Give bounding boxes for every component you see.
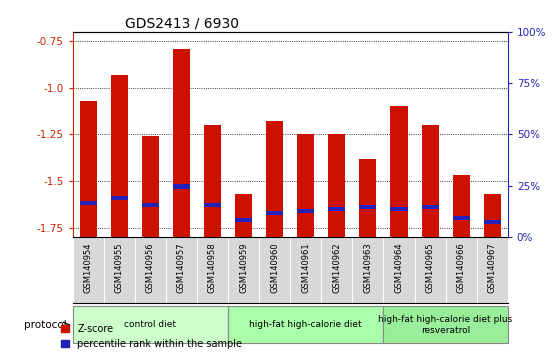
Bar [80, 201, 97, 205]
Bar [421, 125, 439, 237]
Bar [359, 205, 377, 209]
Text: control diet: control diet [124, 320, 176, 330]
Bar [142, 136, 159, 237]
Bar [142, 203, 159, 207]
Text: GSM140967: GSM140967 [488, 242, 497, 293]
Text: GSM140955: GSM140955 [115, 242, 124, 293]
Text: GSM140964: GSM140964 [395, 242, 403, 293]
Text: GDS2413 / 6930: GDS2413 / 6930 [125, 17, 239, 31]
FancyBboxPatch shape [73, 307, 228, 343]
Text: GSM140954: GSM140954 [84, 242, 93, 293]
Bar [484, 194, 501, 237]
Bar [359, 159, 377, 237]
Legend: Z-score, percentile rank within the sample: Z-score, percentile rank within the samp… [61, 324, 242, 349]
Text: GSM140959: GSM140959 [239, 242, 248, 293]
Bar [235, 194, 252, 237]
Bar [266, 121, 283, 237]
Text: GSM140966: GSM140966 [456, 242, 465, 293]
Text: GSM140962: GSM140962 [333, 242, 341, 293]
Bar [421, 205, 439, 209]
Bar [235, 218, 252, 222]
Text: high-fat high-calorie diet plus
resveratrol: high-fat high-calorie diet plus resverat… [378, 315, 513, 335]
Bar [110, 196, 128, 200]
Text: GSM140960: GSM140960 [270, 242, 279, 293]
Bar [328, 135, 345, 237]
Text: GSM140956: GSM140956 [146, 242, 155, 293]
Bar [173, 184, 190, 189]
Text: GSM140957: GSM140957 [177, 242, 186, 293]
Bar [204, 125, 221, 237]
Bar [453, 176, 470, 237]
Bar [391, 207, 407, 211]
Bar [328, 207, 345, 211]
FancyBboxPatch shape [383, 307, 508, 343]
Bar [391, 107, 407, 237]
Bar [80, 101, 97, 237]
Bar [110, 75, 128, 237]
Text: GSM140963: GSM140963 [363, 242, 372, 293]
Bar [484, 220, 501, 224]
Text: GSM140965: GSM140965 [426, 242, 435, 293]
Bar [266, 211, 283, 215]
Bar [453, 216, 470, 220]
Bar [204, 203, 221, 207]
Text: GSM140958: GSM140958 [208, 242, 217, 293]
FancyBboxPatch shape [228, 307, 383, 343]
Text: GSM140961: GSM140961 [301, 242, 310, 293]
Bar [297, 209, 314, 213]
Bar [297, 135, 314, 237]
Text: protocol: protocol [24, 320, 67, 330]
Text: high-fat high-calorie diet: high-fat high-calorie diet [249, 320, 362, 330]
Bar [173, 48, 190, 237]
